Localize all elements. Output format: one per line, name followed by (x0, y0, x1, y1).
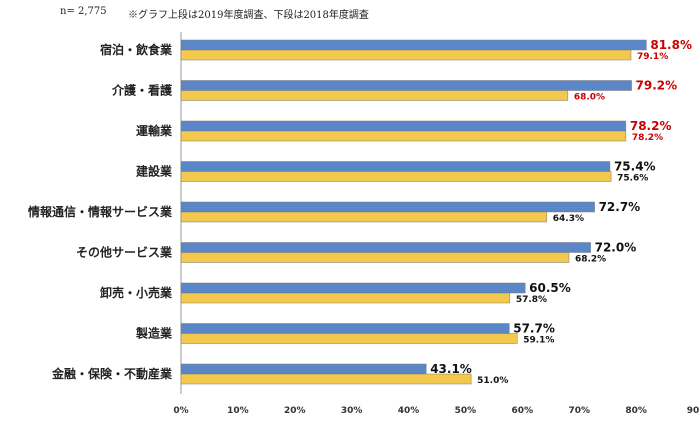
x-tick-label: 60% (512, 406, 534, 416)
value-label: 68.0% (574, 93, 605, 103)
value-label: 81.8% (650, 38, 692, 52)
x-tick-label: 80% (625, 406, 647, 416)
value-label: 57.8% (516, 295, 547, 305)
value-label: 51.0% (477, 376, 508, 386)
bar-2019 (180, 363, 427, 375)
value-label: 75.6% (617, 174, 648, 184)
x-tick-label: 90 (687, 406, 700, 416)
category-label: 建設業 (135, 164, 173, 179)
bar-2018 (180, 171, 612, 182)
bar-2018 (180, 90, 569, 101)
value-label: 64.3% (553, 214, 584, 224)
category-label: 情報通信・情報サービス業 (28, 204, 173, 219)
value-label: 68.2% (575, 255, 606, 265)
value-label: 72.7% (599, 200, 641, 214)
bar-2018 (180, 373, 472, 385)
bar-2019 (180, 80, 632, 91)
x-tick-label: 70% (568, 406, 590, 416)
x-tick-label: 10% (227, 406, 249, 416)
x-tick-label: 40% (398, 406, 420, 416)
category-label: 金融・保険・不動産業 (51, 366, 173, 381)
survey-note: ※グラフ上段は2019年度調査、下段は2018年度調査 (128, 10, 369, 21)
value-label: 78.2% (630, 119, 672, 133)
bar-2018 (180, 49, 632, 61)
chart-header: n= 2,775 ※グラフ上段は2019年度調査、下段は2018年度調査 (0, 6, 700, 22)
x-tick-label: 20% (284, 406, 306, 416)
bar-2018 (180, 292, 511, 304)
category-label: 運輸業 (136, 123, 173, 138)
sample-size-label: n= 2,775 (60, 6, 107, 17)
value-label: 79.2% (636, 79, 678, 93)
value-label: 72.0% (595, 241, 637, 255)
bar-2019 (180, 323, 510, 334)
value-label: 75.4% (614, 160, 656, 174)
value-label: 60.5% (529, 281, 571, 295)
x-tick-label: 0% (173, 406, 188, 416)
bar-2019 (180, 282, 526, 294)
value-label: 59.1% (523, 336, 554, 346)
category-label: その他サービス業 (76, 245, 173, 260)
category-label: 宿泊・飲食業 (100, 42, 173, 57)
bar-2018 (180, 333, 518, 344)
bar-2019 (180, 201, 595, 213)
bar-2019 (180, 120, 627, 132)
value-label: 43.1% (430, 362, 472, 376)
bar-2018 (180, 211, 548, 223)
bar-2018 (180, 252, 570, 263)
x-tick-label: 30% (341, 406, 363, 416)
bar-2019 (180, 242, 591, 253)
category-label: 製造業 (135, 326, 173, 341)
bar-2019 (180, 39, 647, 51)
bar-2019 (180, 161, 611, 172)
category-label: 卸売・小売業 (100, 285, 173, 300)
bar-2018 (180, 130, 627, 142)
x-tick-label: 50% (455, 406, 477, 416)
value-label: 78.2% (632, 133, 663, 143)
value-label: 57.7% (513, 322, 555, 336)
category-label: 介護・看護 (111, 83, 173, 98)
value-label: 79.1% (637, 52, 668, 62)
